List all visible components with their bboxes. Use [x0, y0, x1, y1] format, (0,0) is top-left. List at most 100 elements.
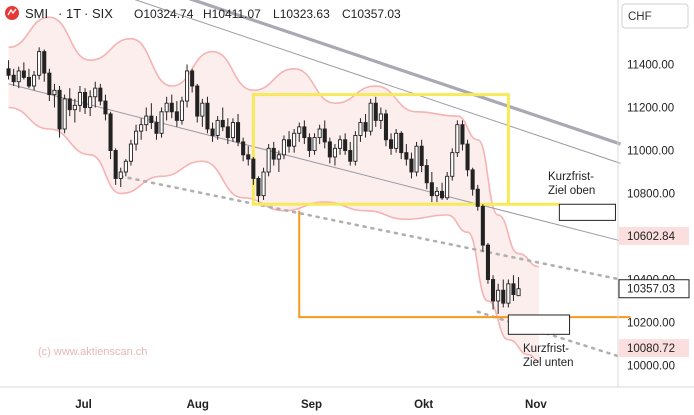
candle[interactable]: [261, 167, 266, 200]
candle[interactable]: [348, 141, 353, 166]
candle[interactable]: [236, 113, 241, 147]
candle[interactable]: [16, 66, 21, 89]
candle[interactable]: [225, 118, 230, 145]
candle[interactable]: [52, 83, 57, 108]
candle[interactable]: [123, 159, 128, 177]
candle[interactable]: [297, 122, 302, 142]
symbol-name[interactable]: SMI: [25, 6, 48, 21]
candle[interactable]: [475, 184, 480, 211]
candle[interactable]: [496, 283, 501, 314]
candle[interactable]: [230, 118, 235, 142]
candle[interactable]: [246, 146, 251, 166]
candle[interactable]: [98, 83, 103, 106]
candle[interactable]: [378, 107, 383, 130]
candle[interactable]: [108, 111, 113, 160]
candle[interactable]: [42, 49, 47, 82]
candle[interactable]: [424, 159, 429, 190]
candle[interactable]: [11, 68, 16, 86]
candle[interactable]: [118, 167, 123, 188]
candle[interactable]: [271, 141, 276, 166]
candle[interactable]: [72, 98, 77, 123]
candle[interactable]: [307, 133, 312, 157]
candle[interactable]: [491, 275, 496, 310]
candle[interactable]: [169, 94, 174, 119]
currency-button[interactable]: CHF: [621, 3, 689, 29]
candle[interactable]: [256, 176, 261, 203]
candle[interactable]: [470, 167, 475, 196]
candle[interactable]: [302, 120, 307, 145]
currency-button-label[interactable]: CHF: [628, 11, 652, 23]
candle[interactable]: [511, 275, 516, 301]
candle[interactable]: [485, 242, 490, 284]
candle[interactable]: [373, 96, 378, 127]
candle[interactable]: [363, 113, 368, 138]
candle[interactable]: [404, 144, 409, 166]
candle[interactable]: [440, 182, 445, 200]
candle[interactable]: [353, 131, 358, 166]
candle[interactable]: [327, 137, 332, 164]
candle[interactable]: [276, 150, 281, 173]
candle[interactable]: [83, 88, 88, 114]
candle[interactable]: [67, 88, 72, 117]
candle[interactable]: [32, 70, 37, 91]
candle[interactable]: [287, 131, 292, 153]
candle[interactable]: [88, 90, 93, 117]
candle[interactable]: [139, 118, 144, 140]
candle[interactable]: [312, 133, 317, 155]
currency-button-frame[interactable]: [621, 3, 689, 29]
candle[interactable]: [292, 129, 297, 153]
candle[interactable]: [21, 62, 26, 80]
candle[interactable]: [174, 101, 179, 127]
candle[interactable]: [93, 81, 98, 108]
candle[interactable]: [383, 109, 388, 147]
candle[interactable]: [266, 144, 271, 177]
candle[interactable]: [450, 148, 455, 181]
candle[interactable]: [455, 120, 460, 157]
candle[interactable]: [57, 86, 62, 138]
candle[interactable]: [343, 133, 348, 155]
candle[interactable]: [154, 116, 159, 140]
candle[interactable]: [368, 98, 373, 136]
candle[interactable]: [251, 156, 256, 185]
interval[interactable]: 1T: [66, 6, 81, 21]
candle[interactable]: [62, 94, 67, 134]
candle[interactable]: [414, 141, 419, 177]
candle[interactable]: [215, 116, 220, 140]
candle[interactable]: [322, 120, 327, 149]
candle[interactable]: [185, 64, 190, 108]
candle[interactable]: [205, 96, 210, 134]
candle[interactable]: [358, 118, 363, 142]
candle[interactable]: [190, 68, 195, 93]
candle[interactable]: [241, 137, 246, 162]
candle[interactable]: [128, 139, 133, 166]
candle[interactable]: [195, 83, 200, 123]
candle[interactable]: [113, 148, 118, 185]
candle[interactable]: [434, 187, 439, 203]
candle[interactable]: [200, 98, 205, 127]
candle[interactable]: [419, 139, 424, 172]
candle[interactable]: [332, 144, 337, 166]
candle[interactable]: [37, 47, 42, 80]
candle[interactable]: [77, 86, 82, 112]
candle[interactable]: [506, 279, 511, 308]
candle[interactable]: [317, 124, 322, 145]
candle[interactable]: [26, 68, 31, 89]
candle[interactable]: [103, 94, 108, 121]
candle[interactable]: [394, 129, 399, 153]
candle[interactable]: [501, 279, 506, 308]
candle[interactable]: [429, 172, 434, 203]
candle[interactable]: [338, 135, 343, 155]
candle[interactable]: [210, 122, 215, 142]
candle[interactable]: [460, 120, 465, 151]
candle[interactable]: [159, 107, 164, 138]
candle[interactable]: [164, 96, 169, 121]
candle[interactable]: [149, 103, 154, 129]
candle[interactable]: [445, 172, 450, 200]
candle[interactable]: [144, 107, 149, 132]
candle[interactable]: [47, 68, 52, 102]
candle[interactable]: [480, 204, 485, 252]
candle[interactable]: [409, 152, 414, 179]
candlesticks[interactable]: [6, 47, 521, 314]
candle[interactable]: [179, 96, 184, 125]
